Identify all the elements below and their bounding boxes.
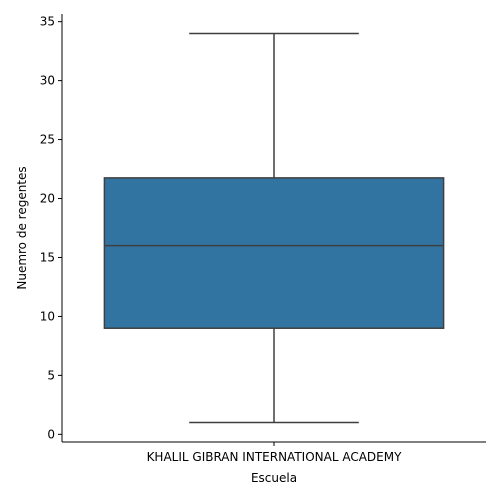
x-ticks: KHALIL GIBRAN INTERNATIONAL ACADEMY [147,442,403,464]
box-layer [103,32,445,424]
x-axis-label: Escuela [251,471,297,485]
y-tick-label: 25 [40,133,55,147]
axis-layer: 0 5 10 15 20 25 30 35 KHALIL GIBRAN INTERNATION… [40,14,486,464]
y-tick-label: 10 [40,309,55,323]
x-tick-label: KHALIL GIBRAN INTERNATIONAL ACADEMY [147,450,403,464]
y-tick-label: 5 [47,368,55,382]
y-tick-label: 35 [40,15,55,29]
y-tick-label: 0 [47,427,55,441]
y-tick-label: 20 [40,192,55,206]
y-ticks: 0 5 10 15 20 25 30 35 [40,15,62,441]
y-tick-label: 30 [40,74,55,88]
box-iqr [103,177,445,329]
y-axis-label: Nuemro de regentes [15,166,29,289]
y-tick-label: 15 [40,250,55,264]
